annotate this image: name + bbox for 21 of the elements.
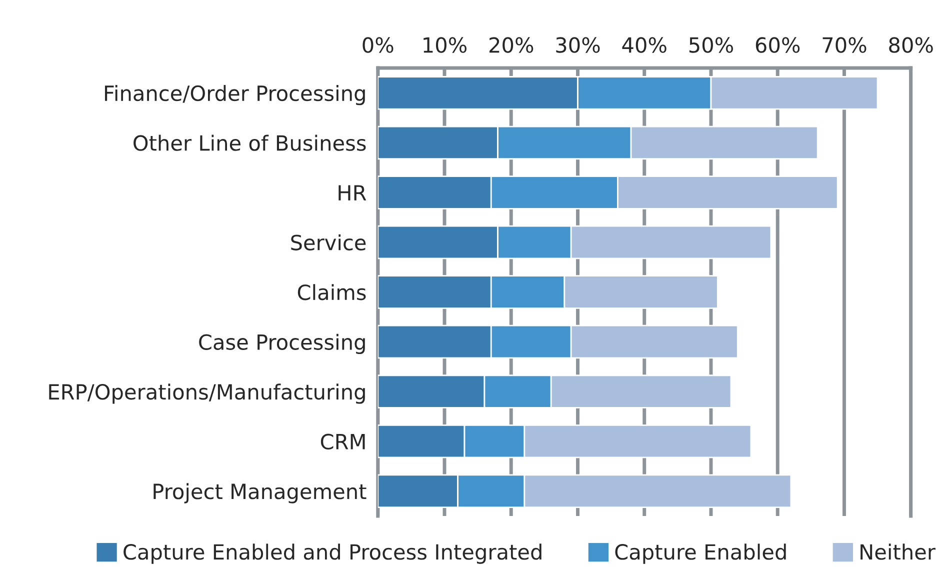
y-tick-label: Project Management (154, 483, 366, 504)
x-tick-label: 0% (362, 37, 394, 53)
x-tick-label: 50% (689, 37, 733, 53)
legend-label: Capture Enabled and Process Integrated (124, 544, 542, 564)
y-tick-label: Claims (298, 284, 366, 300)
y-tick-label: Service (291, 234, 366, 250)
x-tick-label: 10% (424, 37, 467, 53)
x-tick-label: 20% (490, 37, 534, 53)
x-tick-label: 30% (556, 37, 600, 53)
y-tick-label: ERP/Operations/Manufacturing (49, 384, 365, 404)
y-tick-label: Finance/Order Processing (105, 85, 365, 106)
x-tick-label: 60% (756, 37, 800, 53)
x-tick-label: 80% (889, 37, 933, 53)
y-tick-label: HR (338, 185, 366, 200)
legend-label: Neither (860, 544, 936, 560)
y-tick-label: Other Line of Business (134, 134, 366, 151)
y-tick-label: CRM (320, 434, 365, 450)
y-tick-label: Case Processing (199, 334, 365, 354)
x-tick-label: 40% (622, 37, 666, 53)
x-tick-label: 70% (822, 37, 866, 53)
legend-label: Capture Enabled (615, 544, 786, 564)
